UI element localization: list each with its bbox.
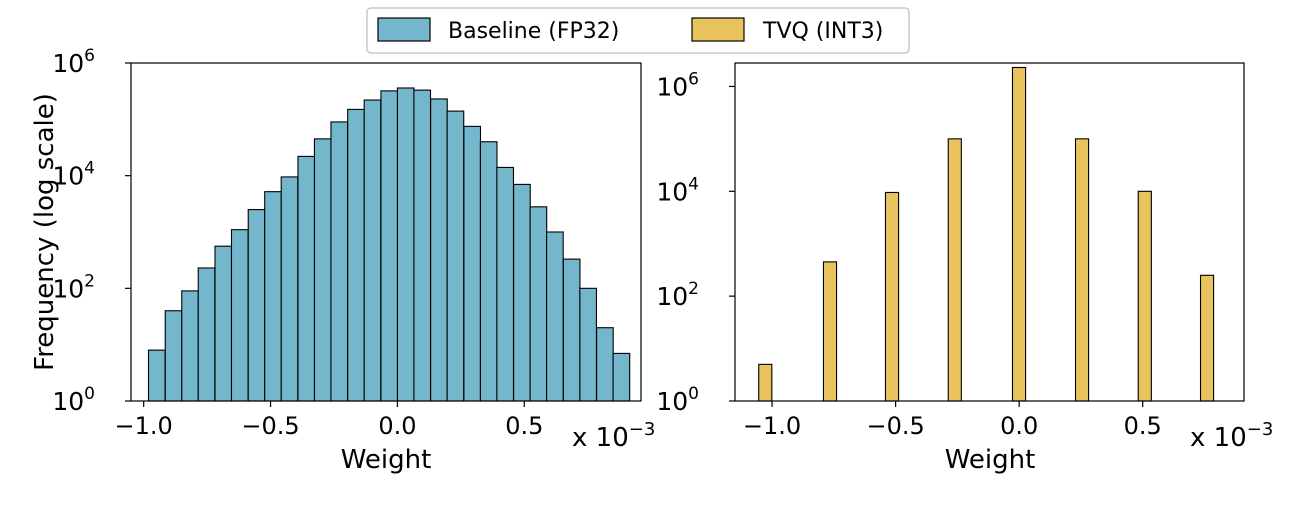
left-bar (513, 183, 531, 402)
right-bar (947, 138, 962, 402)
left-bars (147, 87, 631, 402)
right-x-tick-label: 0.0 (1000, 412, 1038, 440)
right-y-ticks: 100 102 104 106 (656, 69, 735, 416)
right-plot-frame (734, 62, 1245, 402)
left-x-tick-label: 0.0 (378, 412, 416, 440)
left-y-tick-label: 102 (52, 271, 95, 303)
right-bars (758, 66, 1215, 402)
left-bar (612, 352, 631, 402)
right-y-tick-label: 100 (656, 384, 699, 416)
left-bar (479, 141, 498, 402)
left-x-tick-label: 0.5 (505, 412, 543, 440)
left-bar (313, 138, 332, 402)
left-bar (147, 349, 166, 402)
left-x-tick-label: −0.5 (241, 412, 299, 440)
right-bar (822, 261, 838, 402)
left-bar (247, 209, 266, 402)
left-plot-frame (130, 62, 642, 402)
left-x-multiplier: x 10−3 (572, 419, 655, 453)
right-x-axis-label: Weight (945, 445, 1036, 475)
left-bar (396, 87, 415, 402)
right-y-tick-label: 104 (656, 174, 699, 206)
left-bar (463, 125, 482, 402)
left-bar (197, 267, 216, 402)
left-bar (562, 258, 581, 402)
left-bar (297, 155, 316, 402)
left-y-tick-label: 100 (52, 384, 95, 416)
right-histogram: −1.0 −0.5 0.0 0.5 100 102 104 106 Weight x 10−… (656, 62, 1273, 475)
left-bar (430, 98, 448, 402)
right-bar (758, 363, 773, 402)
left-bar (347, 108, 365, 402)
left-bar (380, 90, 399, 402)
left-bar (529, 206, 548, 402)
left-bar (546, 231, 564, 402)
left-x-tick-label: −1.0 (115, 412, 173, 440)
left-bar (280, 176, 299, 402)
legend-swatch-tvq (691, 17, 745, 42)
right-x-ticks: −1.0 −0.5 0.0 0.5 (743, 401, 1162, 440)
left-bar (413, 89, 432, 402)
left-y-ticks: 100 102 104 106 (52, 46, 131, 416)
left-bar (446, 110, 465, 402)
left-bar (214, 245, 233, 402)
left-bar (596, 327, 614, 402)
left-bar (181, 290, 199, 402)
left-histogram: −1.0 −0.5 0.0 0.5 100 102 104 106 Weight x 10−… (30, 46, 655, 475)
legend-frame (366, 7, 910, 54)
left-bar (264, 191, 282, 402)
left-x-axis-label: Weight (341, 445, 432, 475)
right-x-tick-label: 0.5 (1124, 412, 1162, 440)
right-bar (1074, 138, 1090, 402)
left-bar (230, 229, 249, 402)
left-bar (496, 166, 515, 402)
right-y-tick-label: 106 (656, 69, 699, 101)
left-y-axis-label: Frequency (log scale) (30, 93, 60, 371)
right-bar (1011, 66, 1027, 402)
left-x-ticks: −1.0 −0.5 0.0 0.5 (115, 401, 543, 440)
left-bar (164, 310, 183, 402)
left-bar (363, 99, 382, 402)
right-x-tick-label: −1.0 (743, 412, 801, 440)
right-bar (1137, 190, 1152, 402)
legend: Baseline (FP32) TVQ (INT3) (366, 7, 910, 54)
right-bar (884, 191, 900, 402)
right-x-multiplier: x 10−3 (1190, 419, 1273, 453)
left-y-tick-label: 104 (52, 159, 95, 191)
left-bar (330, 121, 349, 402)
right-y-tick-label: 102 (656, 279, 699, 311)
right-x-tick-label: −0.5 (866, 412, 924, 440)
right-bar (1199, 274, 1215, 402)
legend-swatch-baseline (377, 17, 431, 42)
legend-label-tvq: TVQ (INT3) (762, 19, 883, 44)
left-y-tick-label: 106 (52, 46, 95, 78)
legend-label-baseline: Baseline (FP32) (448, 19, 619, 44)
left-bar (579, 287, 597, 402)
